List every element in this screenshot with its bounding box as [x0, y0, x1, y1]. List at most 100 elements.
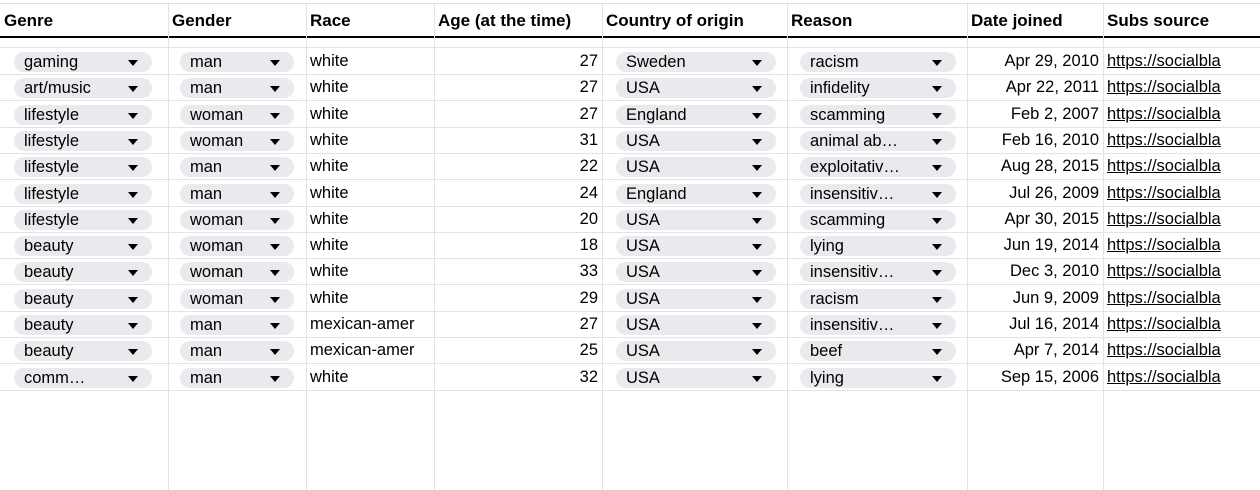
country-dropdown[interactable]: England [616, 104, 776, 125]
age-cell[interactable]: 20 [579, 209, 598, 228]
age-cell[interactable]: 18 [579, 236, 598, 255]
subs-source-link[interactable]: https://socialbla [1107, 78, 1221, 97]
country-dropdown[interactable]: USA [616, 262, 776, 283]
reason-dropdown[interactable]: scamming [800, 104, 956, 125]
country-dropdown[interactable]: USA [616, 315, 776, 335]
dropdown-arrow-icon[interactable] [752, 86, 762, 93]
dropdown-arrow-icon[interactable] [932, 86, 942, 93]
dropdown-arrow-icon[interactable] [932, 191, 942, 198]
dropdown-arrow-icon[interactable] [752, 349, 762, 356]
genre-dropdown[interactable]: comm… [14, 367, 152, 388]
subs-source-link[interactable]: https://socialbla [1107, 209, 1221, 228]
dropdown-arrow-icon[interactable] [932, 349, 942, 356]
age-cell[interactable]: 27 [579, 315, 598, 333]
country-dropdown[interactable]: USA [616, 130, 776, 151]
gender-dropdown[interactable]: woman [180, 236, 294, 257]
country-dropdown[interactable]: USA [616, 367, 776, 388]
header-date-joined[interactable]: Date joined [971, 11, 1063, 30]
dropdown-arrow-icon[interactable] [932, 217, 942, 224]
reason-dropdown[interactable]: exploitativ… [800, 157, 956, 178]
subs-source-link[interactable]: https://socialbla [1107, 367, 1221, 386]
reason-dropdown[interactable]: scamming [800, 209, 956, 230]
date-joined-cell[interactable]: Jun 9, 2009 [1012, 288, 1099, 307]
country-dropdown[interactable]: USA [616, 288, 776, 309]
gender-dropdown[interactable]: man [180, 341, 294, 362]
dropdown-arrow-icon[interactable] [752, 191, 762, 198]
date-joined-cell[interactable]: Apr 7, 2014 [1013, 341, 1099, 360]
reason-dropdown[interactable]: lying [800, 236, 956, 257]
genre-dropdown[interactable]: lifestyle [14, 157, 152, 178]
dropdown-arrow-icon[interactable] [932, 323, 942, 329]
race-cell[interactable]: white [310, 288, 349, 307]
dropdown-arrow-icon[interactable] [270, 191, 280, 198]
subs-source-link[interactable]: https://socialbla [1107, 130, 1221, 149]
date-joined-cell[interactable]: Jul 26, 2009 [1009, 183, 1099, 202]
dropdown-arrow-icon[interactable] [932, 60, 942, 66]
dropdown-arrow-icon[interactable] [752, 60, 762, 66]
dropdown-arrow-icon[interactable] [128, 349, 138, 356]
dropdown-arrow-icon[interactable] [270, 323, 280, 329]
date-joined-cell[interactable]: Apr 30, 2015 [1004, 209, 1100, 228]
dropdown-arrow-icon[interactable] [752, 296, 762, 303]
age-cell[interactable]: 33 [579, 262, 598, 281]
age-cell[interactable]: 24 [579, 183, 598, 202]
country-dropdown[interactable]: USA [616, 341, 776, 362]
age-cell[interactable]: 22 [579, 157, 598, 176]
dropdown-arrow-icon[interactable] [752, 217, 762, 224]
gender-dropdown[interactable]: man [180, 78, 294, 99]
subs-source-link[interactable]: https://socialbla [1107, 315, 1221, 333]
header-gender[interactable]: Gender [172, 11, 232, 30]
dropdown-arrow-icon[interactable] [128, 60, 138, 66]
dropdown-arrow-icon[interactable] [270, 296, 280, 303]
age-cell[interactable]: 32 [579, 367, 598, 386]
header-genre[interactable]: Genre [4, 11, 54, 30]
subs-source-link[interactable]: https://socialbla [1107, 157, 1221, 176]
country-dropdown[interactable]: USA [616, 236, 776, 257]
header-age[interactable]: Age (at the time) [438, 11, 572, 30]
age-cell[interactable]: 25 [579, 341, 598, 360]
genre-dropdown[interactable]: lifestyle [14, 130, 152, 151]
date-joined-cell[interactable]: Feb 16, 2010 [1001, 130, 1099, 149]
date-joined-cell[interactable]: Apr 29, 2010 [1004, 52, 1100, 70]
date-joined-cell[interactable]: Feb 2, 2007 [1010, 104, 1099, 123]
dropdown-arrow-icon[interactable] [932, 296, 942, 303]
dropdown-arrow-icon[interactable] [128, 244, 138, 251]
dropdown-arrow-icon[interactable] [128, 112, 138, 119]
dropdown-arrow-icon[interactable] [270, 375, 280, 382]
reason-dropdown[interactable]: animal ab… [800, 130, 956, 151]
genre-dropdown[interactable]: gaming [14, 52, 152, 72]
age-cell[interactable]: 27 [579, 52, 598, 70]
date-joined-cell[interactable]: Apr 22, 2011 [1005, 78, 1099, 97]
dropdown-arrow-icon[interactable] [128, 86, 138, 93]
genre-dropdown[interactable]: lifestyle [14, 209, 152, 230]
race-cell[interactable]: mexican-amer [310, 315, 415, 333]
date-joined-cell[interactable]: Aug 28, 2015 [1000, 157, 1099, 176]
dropdown-arrow-icon[interactable] [932, 165, 942, 172]
country-dropdown[interactable]: USA [616, 157, 776, 178]
subs-source-link[interactable]: https://socialbla [1107, 262, 1221, 281]
subs-source-link[interactable]: https://socialbla [1107, 52, 1221, 70]
dropdown-arrow-icon[interactable] [270, 60, 280, 66]
genre-dropdown[interactable]: beauty [14, 341, 152, 362]
date-joined-cell[interactable]: Jun 19, 2014 [1003, 236, 1099, 255]
date-joined-cell[interactable]: Dec 3, 2010 [1010, 262, 1099, 281]
gender-dropdown[interactable]: woman [180, 288, 294, 309]
age-cell[interactable]: 27 [579, 78, 598, 97]
dropdown-arrow-icon[interactable] [752, 323, 762, 329]
gender-dropdown[interactable]: man [180, 52, 294, 72]
subs-source-link[interactable]: https://socialbla [1107, 341, 1221, 360]
reason-dropdown[interactable]: racism [800, 288, 956, 309]
dropdown-arrow-icon[interactable] [752, 112, 762, 119]
country-dropdown[interactable]: USA [616, 78, 776, 99]
age-cell[interactable]: 31 [579, 130, 598, 149]
reason-dropdown[interactable]: insensitiv… [800, 183, 956, 204]
dropdown-arrow-icon[interactable] [270, 270, 280, 277]
genre-dropdown[interactable]: beauty [14, 315, 152, 335]
genre-dropdown[interactable]: beauty [14, 236, 152, 257]
genre-dropdown[interactable]: lifestyle [14, 183, 152, 204]
dropdown-arrow-icon[interactable] [932, 244, 942, 251]
reason-dropdown[interactable]: lying [800, 367, 956, 388]
gender-dropdown[interactable]: man [180, 157, 294, 178]
header-subs-source[interactable]: Subs source [1107, 11, 1210, 30]
genre-dropdown[interactable]: beauty [14, 262, 152, 283]
